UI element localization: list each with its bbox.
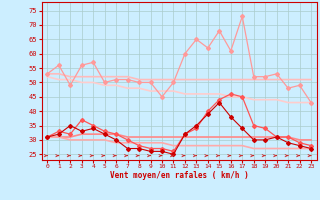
X-axis label: Vent moyen/en rafales ( km/h ): Vent moyen/en rafales ( km/h ) (110, 171, 249, 180)
